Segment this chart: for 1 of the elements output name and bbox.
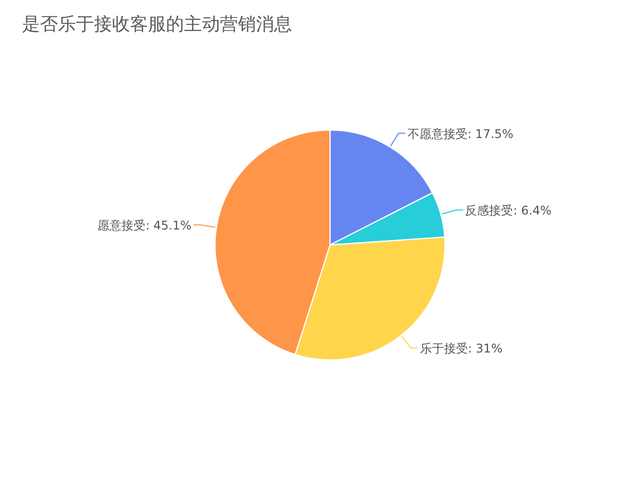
title: 是否乐于接收客服的主动营销消息	[22, 14, 292, 35]
